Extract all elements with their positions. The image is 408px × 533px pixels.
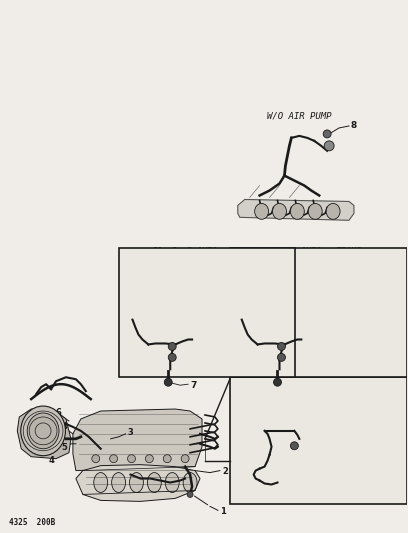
- Text: B1, 2 AUTO.  TRANS.: B1, 2 AUTO. TRANS.: [271, 247, 366, 256]
- Ellipse shape: [353, 282, 362, 308]
- Circle shape: [164, 378, 172, 386]
- Text: MAN. TRANS.: MAN. TRANS.: [291, 376, 346, 385]
- Text: 3: 3: [232, 305, 238, 314]
- Circle shape: [92, 455, 100, 463]
- Circle shape: [110, 455, 118, 463]
- Bar: [119, 248, 295, 377]
- Ellipse shape: [307, 282, 361, 308]
- Text: 3: 3: [194, 341, 200, 350]
- Text: 2: 2: [222, 467, 228, 476]
- Ellipse shape: [27, 413, 59, 449]
- Text: 8: 8: [303, 350, 310, 359]
- Text: 8: 8: [351, 122, 357, 131]
- Ellipse shape: [21, 406, 65, 456]
- Circle shape: [277, 353, 286, 361]
- Polygon shape: [73, 409, 202, 471]
- Polygon shape: [238, 199, 354, 220]
- Circle shape: [181, 455, 189, 463]
- Text: 1: 1: [220, 507, 226, 516]
- Polygon shape: [308, 409, 350, 416]
- Circle shape: [145, 455, 153, 463]
- Ellipse shape: [239, 282, 248, 308]
- Circle shape: [128, 455, 135, 463]
- Ellipse shape: [192, 282, 200, 308]
- Circle shape: [273, 378, 282, 386]
- Ellipse shape: [301, 416, 310, 441]
- Text: 7: 7: [190, 381, 197, 390]
- Ellipse shape: [306, 282, 315, 308]
- Polygon shape: [313, 274, 355, 282]
- Text: 6: 6: [55, 408, 61, 416]
- Circle shape: [277, 343, 286, 350]
- Text: 4325  200B: 4325 200B: [9, 518, 55, 527]
- Polygon shape: [199, 274, 241, 282]
- Ellipse shape: [94, 473, 108, 492]
- Text: 3: 3: [319, 447, 326, 456]
- Circle shape: [324, 141, 334, 151]
- Circle shape: [323, 130, 331, 138]
- Circle shape: [290, 442, 298, 450]
- Text: 3: 3: [128, 429, 133, 438]
- Text: 4: 4: [49, 456, 55, 465]
- Circle shape: [187, 491, 193, 497]
- Ellipse shape: [348, 416, 357, 441]
- Ellipse shape: [147, 473, 161, 492]
- Circle shape: [168, 343, 176, 350]
- Text: 5: 5: [61, 443, 67, 453]
- Ellipse shape: [290, 204, 304, 219]
- Polygon shape: [76, 465, 200, 502]
- Text: 8: 8: [131, 315, 137, 324]
- Text: 7: 7: [299, 381, 306, 390]
- Ellipse shape: [183, 473, 197, 492]
- Circle shape: [163, 455, 171, 463]
- Bar: [230, 377, 407, 504]
- Ellipse shape: [326, 204, 340, 219]
- Text: D1, 2, 5 AUTO.  TRANS.: D1, 2, 5 AUTO. TRANS.: [152, 247, 262, 256]
- Polygon shape: [17, 409, 71, 459]
- Ellipse shape: [255, 204, 268, 219]
- Bar: [230, 248, 407, 377]
- Ellipse shape: [165, 473, 179, 492]
- Ellipse shape: [193, 282, 247, 308]
- Ellipse shape: [129, 473, 144, 492]
- Ellipse shape: [273, 204, 286, 219]
- Ellipse shape: [112, 473, 126, 492]
- Ellipse shape: [302, 416, 357, 441]
- Text: 4: 4: [62, 422, 68, 431]
- Text: W/O AIR PUMP: W/O AIR PUMP: [267, 111, 332, 120]
- Circle shape: [168, 353, 176, 361]
- Ellipse shape: [308, 204, 322, 219]
